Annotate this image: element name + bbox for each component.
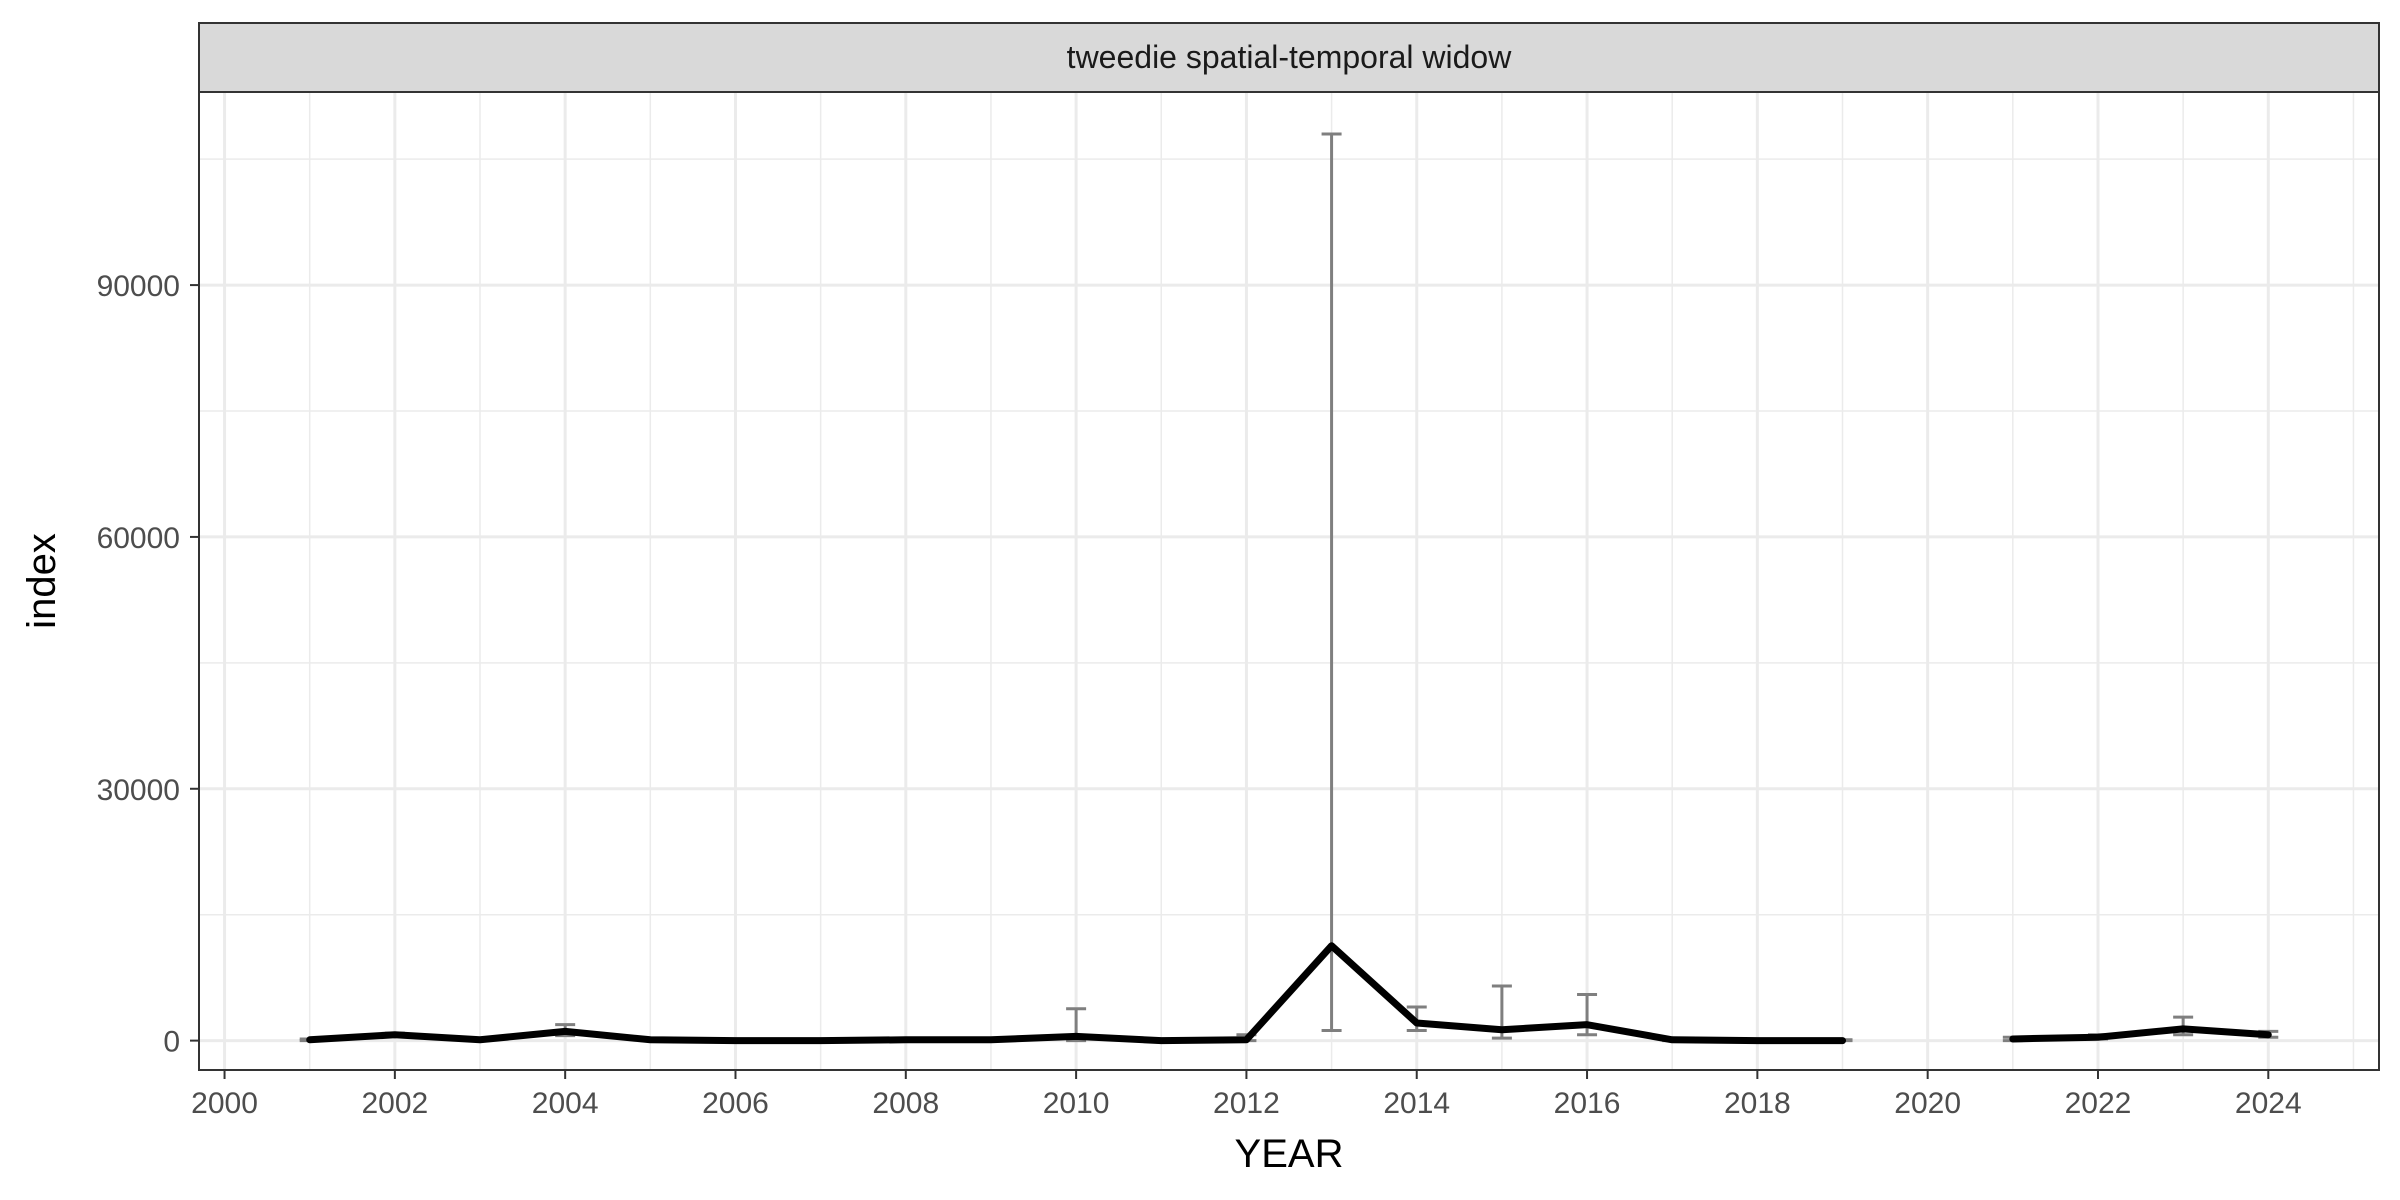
x-tick-label: 2008 [872,1087,939,1120]
y-tick-label: 0 [163,1026,180,1059]
y-tick-label: 90000 [97,270,180,303]
panel-strip [198,22,2380,93]
y-tick-label: 60000 [97,522,180,555]
x-tick-label: 2002 [361,1087,428,1120]
x-tick-label: 2004 [532,1087,599,1120]
panel-title: tweedie spatial-temporal widow [1067,39,1513,75]
y-tick-label: 30000 [97,774,180,807]
x-tick-label: 2022 [2065,1087,2132,1120]
x-tick-label: 2012 [1213,1087,1280,1120]
grid-minor [199,92,2379,1070]
plot-background [199,92,2379,1070]
x-axis-title: YEAR [1235,1132,1344,1176]
x-tick-label: 2000 [191,1087,258,1120]
series-lines [306,942,2272,1045]
grid-major [199,92,2379,1070]
x-tick-label: 2020 [1894,1087,1961,1120]
x-tick-label: 2014 [1383,1087,1450,1120]
x-tick-label: 2010 [1043,1087,1110,1120]
x-tick-label: 2024 [2235,1087,2302,1120]
x-tick-label: 2016 [1554,1087,1621,1120]
series-line [306,942,1847,1045]
x-axis: 2000 2002 2004 2006 2008 2010 2012 2014 2016 2018… [191,1070,2302,1120]
x-tick-label: 2018 [1724,1087,1791,1120]
y-axis: 0 30000 60000 90000 [97,270,199,1059]
y-axis-title: index [20,533,64,629]
series-line [2009,1025,2272,1043]
x-tick-label: 2006 [702,1087,769,1120]
